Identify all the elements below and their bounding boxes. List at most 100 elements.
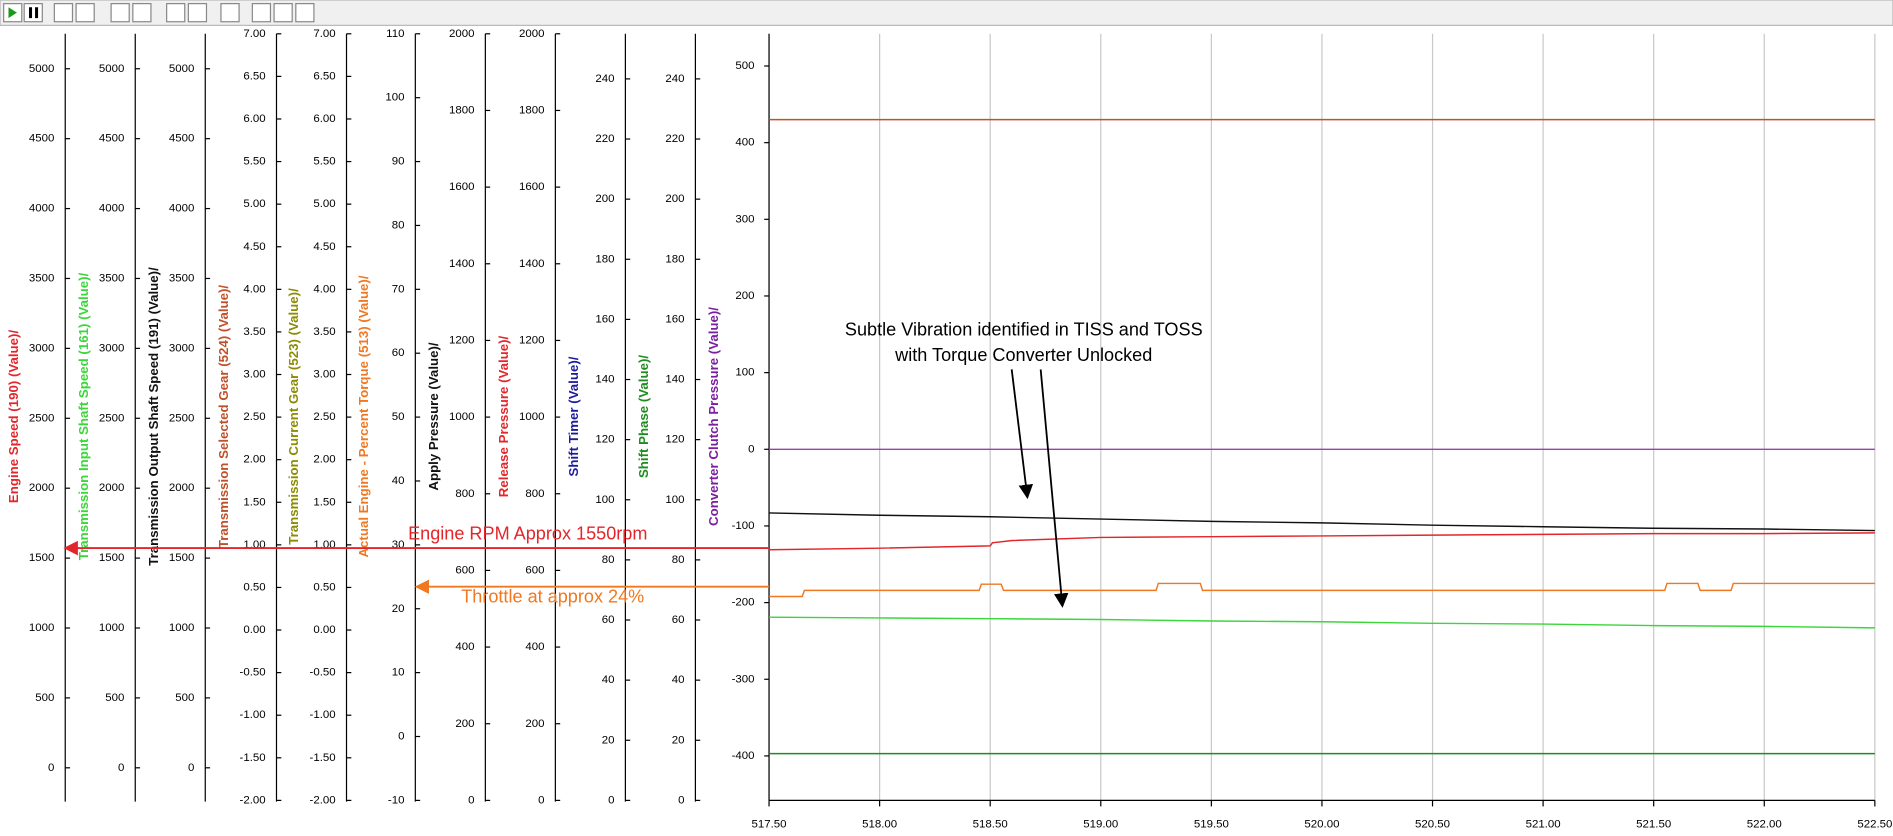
y-tick-label: 300 (735, 213, 754, 225)
axis-label: Release Pressure (Value)/ (496, 335, 511, 497)
axis-label: Transmission Output Shaft Speed (191) (V… (146, 267, 161, 566)
y-tick-label: 0 (678, 794, 684, 806)
select-button[interactable] (75, 3, 95, 23)
y-tick-label: 240 (595, 73, 614, 85)
y-tick-label: -10 (388, 794, 405, 806)
y-tick-label: 1500 (169, 552, 194, 564)
y-tick-label: 20 (392, 603, 405, 615)
axis-label: Transmission Selected Gear (524) (Value)… (216, 285, 231, 549)
y-tick-label: 6.50 (243, 70, 265, 82)
y-tick-label: 50 (392, 411, 405, 423)
y-tick-label: 4000 (169, 203, 194, 215)
y-tick-label: 80 (672, 554, 685, 566)
print-button[interactable] (295, 3, 315, 23)
y-tick-label: 7.00 (313, 28, 335, 40)
y-tick-label: 100 (735, 367, 754, 379)
copy-button[interactable] (251, 3, 272, 23)
pause-button[interactable] (23, 3, 43, 23)
properties-button[interactable] (220, 3, 240, 23)
y-tick-label: 0 (468, 794, 474, 806)
y-tick-label: 2000 (519, 28, 544, 40)
y-tick-label: 400 (735, 137, 754, 149)
y-tick-label: 200 (665, 193, 684, 205)
x-tick-label: 517.50 (752, 819, 787, 831)
y-tick-label: 40 (602, 674, 615, 686)
y-tick-label: 0 (748, 443, 754, 455)
y-tick-label: 3000 (99, 342, 124, 354)
box-button[interactable] (166, 3, 186, 23)
y-tick-label: 600 (525, 564, 544, 576)
y-tick-label: 5.50 (243, 156, 265, 168)
y-tick-label: 60 (602, 614, 615, 626)
axis-label: Engine Speed (190) (Value)/ (6, 330, 21, 504)
y-tick-label: 2500 (169, 412, 194, 424)
y-tick-label: 5000 (29, 63, 54, 75)
y-tick-label: -1.00 (310, 709, 336, 721)
x-tick-label: 520.50 (1415, 819, 1450, 831)
y-tick-label: 2000 (169, 482, 194, 494)
y-tick-label: 1.00 (313, 539, 335, 551)
y-tick-label: 60 (392, 347, 405, 359)
y-tick-label: 40 (392, 475, 405, 487)
y-tick-label: 220 (595, 133, 614, 145)
y-tick-label: 400 (455, 641, 474, 653)
y-tick-label: 2.50 (313, 411, 335, 423)
y-tick-label: 5000 (99, 63, 124, 75)
pan-button[interactable] (53, 3, 74, 23)
y-tick-label: 120 (665, 434, 684, 446)
y-tick-label: 1600 (449, 181, 474, 193)
y-tick-label: 4500 (169, 133, 194, 145)
y-tick-label: 3500 (99, 273, 124, 285)
y-tick-label: 4.00 (313, 283, 335, 295)
y-tick-label: 1.00 (243, 539, 265, 551)
series-line (769, 512, 1875, 532)
y-tick-label: 10 (392, 667, 405, 679)
y-tick-label: 1400 (519, 258, 544, 270)
x-tick-label: 518.00 (862, 819, 897, 831)
y-tick-label: 6.00 (243, 113, 265, 125)
y-tick-label: 200 (455, 718, 474, 730)
x-tick-label: 519.50 (1194, 819, 1229, 831)
y-tick-label: 1200 (519, 334, 544, 346)
y-tick-label: 180 (665, 253, 684, 265)
y-tick-label: 4000 (29, 203, 54, 215)
y-tick-label: -400 (732, 750, 755, 762)
fit-button[interactable] (187, 3, 208, 23)
x-tick-label: 521.50 (1636, 819, 1671, 831)
y-tick-label: -1.50 (310, 752, 336, 764)
y-tick-label: 1400 (449, 258, 474, 270)
y-tick-label: 500 (735, 60, 754, 72)
y-tick-label: 1500 (99, 552, 124, 564)
y-tick-label: 4500 (99, 133, 124, 145)
y-tick-label: 3.50 (313, 326, 335, 338)
y-tick-label: -0.50 (240, 667, 266, 679)
y-tick-label: 0 (118, 762, 124, 774)
y-tick-label: 1000 (519, 411, 544, 423)
y-tick-label: 100 (595, 494, 614, 506)
y-tick-label: 90 (392, 156, 405, 168)
y-tick-label: 40 (672, 674, 685, 686)
zoom-in-button[interactable] (132, 3, 152, 23)
y-tick-label: 600 (455, 564, 474, 576)
y-tick-label: 20 (602, 734, 615, 746)
x-tick-label: 522.00 (1747, 819, 1782, 831)
axis-label: Shift Timer (Value)/ (566, 356, 581, 476)
y-tick-label: 0 (538, 794, 544, 806)
y-tick-label: 0 (608, 794, 614, 806)
y-tick-label: 100 (385, 92, 404, 104)
y-tick-label: 120 (595, 434, 614, 446)
y-tick-label: 80 (392, 219, 405, 231)
y-tick-label: -2.00 (240, 794, 266, 806)
y-tick-label: 2.00 (313, 454, 335, 466)
y-tick-label: 3500 (29, 273, 54, 285)
y-tick-label: 0 (48, 762, 54, 774)
y-tick-label: 6.50 (313, 70, 335, 82)
y-tick-label: 180 (595, 253, 614, 265)
save-button[interactable] (273, 3, 293, 23)
y-tick-label: 4000 (99, 203, 124, 215)
y-tick-label: 800 (525, 488, 544, 500)
zoom-out-button[interactable] (110, 3, 130, 23)
series-line (769, 582, 1875, 598)
axis-label: Transmission Current Gear (523) (Value)/ (286, 288, 301, 545)
